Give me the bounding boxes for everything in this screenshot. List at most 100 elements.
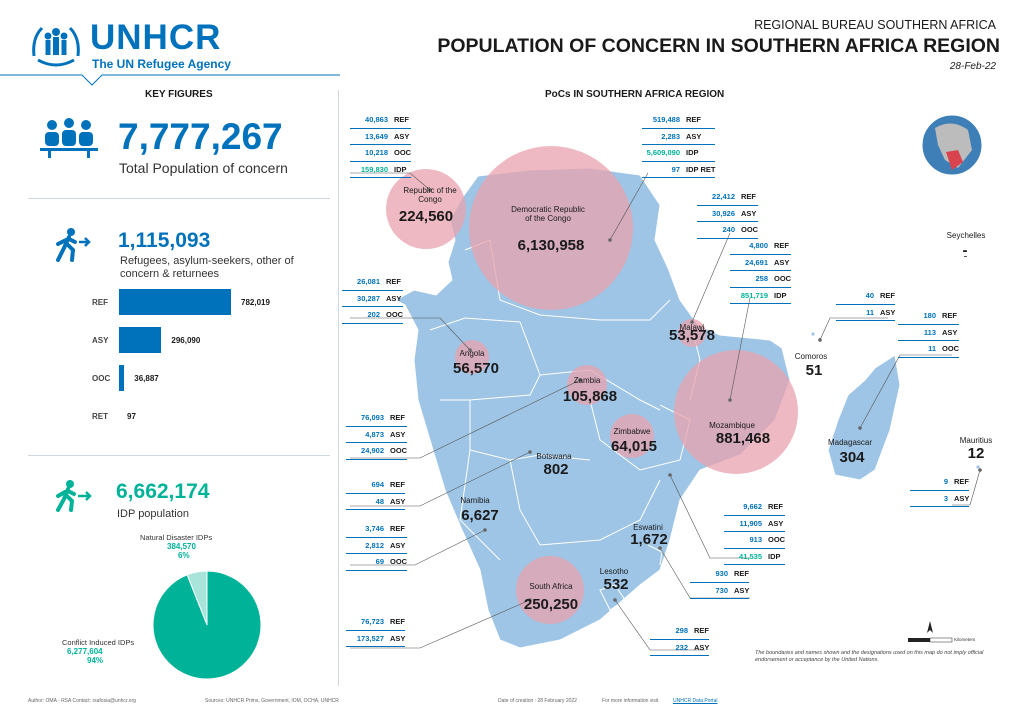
stat-row: 30,287 ASY bbox=[342, 291, 404, 307]
stat-value: 41,535 bbox=[739, 551, 762, 561]
stat-category: ASY bbox=[734, 585, 750, 595]
country-name-label: Lesotho bbox=[599, 567, 629, 576]
stat-row: 26,081 REF bbox=[342, 274, 404, 291]
bar-category-label: OOC bbox=[92, 374, 111, 383]
stat-category: ASY bbox=[686, 131, 702, 141]
pie-slice-conflict bbox=[152, 570, 262, 680]
pie-conflict-label: Conflict Induced IDPs bbox=[62, 638, 135, 647]
idp-running-person-icon bbox=[56, 480, 92, 512]
stat-value: 730 bbox=[715, 585, 728, 595]
total-poc-label: Total Population of concern bbox=[119, 160, 288, 176]
idp-value: 6,662,174 bbox=[116, 480, 210, 503]
stat-category: REF bbox=[390, 480, 405, 489]
stat-category: REF bbox=[741, 192, 756, 201]
bar-value-label: 97 bbox=[127, 412, 136, 421]
bar bbox=[119, 365, 125, 391]
bar bbox=[119, 327, 162, 353]
stat-value: 26,081 bbox=[357, 277, 380, 286]
stat-category: ASY bbox=[741, 208, 757, 218]
stat-block-madagascar: 180 REF 113 ASY 11 OOC bbox=[898, 308, 960, 358]
pie-natural-pct: 6% bbox=[178, 551, 190, 560]
stat-row: 76,093 REF bbox=[346, 410, 408, 427]
stat-row: 180 REF bbox=[898, 308, 960, 325]
footer-data-portal-link[interactable]: UNHCR Data Portal bbox=[673, 698, 718, 704]
mainland-landmass bbox=[394, 167, 791, 649]
stat-row: 159,830 IDP bbox=[350, 162, 412, 178]
bar-category-label: RET bbox=[92, 412, 108, 421]
stat-value: 2,283 bbox=[661, 131, 680, 141]
poc-bubbles bbox=[386, 146, 798, 624]
stat-row: 97 IDP RET bbox=[642, 162, 716, 178]
stat-block-mauritius: 9 REF 3 ASY bbox=[910, 474, 970, 507]
stat-row: 5,609,090 IDP bbox=[642, 145, 716, 162]
map-heading: PoCs IN SOUTHERN AFRICA REGION bbox=[545, 89, 725, 100]
stat-row: 13,649 ASY bbox=[350, 129, 412, 145]
madagascar-landmass bbox=[827, 354, 901, 481]
country-name-label: Comoros bbox=[794, 352, 828, 361]
stat-category: ASY bbox=[390, 540, 406, 550]
stat-category: ASY bbox=[954, 493, 970, 503]
stat-row: 113 ASY bbox=[898, 325, 960, 341]
stat-value: 3,746 bbox=[365, 524, 384, 533]
stat-value: 173,527 bbox=[356, 633, 384, 643]
stat-value: 694 bbox=[371, 480, 384, 489]
stat-value: 930 bbox=[715, 569, 728, 578]
country-poc-value: 6,627 bbox=[461, 507, 499, 524]
country-name-label: Malawi bbox=[679, 323, 705, 332]
stat-block-mozambique: 4,800 REF 24,691 ASY 258 OOC 851,719 IDP bbox=[730, 238, 792, 304]
report-date: 28-Feb-22 bbox=[949, 61, 996, 72]
stat-value: 97 bbox=[671, 164, 680, 174]
unhcr-emblem-icon bbox=[32, 26, 80, 67]
stat-value: 298 bbox=[675, 626, 688, 635]
header-pointer bbox=[0, 74, 340, 86]
stat-category: REF bbox=[880, 291, 895, 300]
country-poc-value: 304 bbox=[839, 449, 865, 466]
pie-natural-label: Natural Disaster IDPs bbox=[140, 533, 213, 542]
stat-category: REF bbox=[942, 311, 957, 320]
stat-row: 40,863 REF bbox=[350, 112, 412, 129]
stat-row: 41,535 IDP bbox=[724, 549, 786, 565]
country-poc-value: - bbox=[962, 242, 968, 259]
stat-row: 730 ASY bbox=[690, 583, 750, 599]
stat-row: 24,902 OOC bbox=[346, 443, 408, 460]
stat-row: 4,873 ASY bbox=[346, 427, 408, 443]
stat-block-eswatini: 930 REF 730 ASY bbox=[690, 566, 750, 599]
stat-row: 11,905 ASY bbox=[724, 516, 786, 532]
stat-row: 2,283 ASY bbox=[642, 129, 716, 145]
stat-row: 4,800 REF bbox=[730, 238, 792, 255]
stat-block-botswana: 694 REF 48 ASY bbox=[346, 477, 406, 510]
stat-value: 40 bbox=[865, 291, 874, 300]
footer-more-info: For more information visit bbox=[602, 698, 659, 704]
panel-divider bbox=[338, 90, 339, 686]
stat-category: ASY bbox=[394, 131, 410, 141]
stat-value: 913 bbox=[749, 535, 762, 544]
org-tagline: The UN Refugee Agency bbox=[92, 57, 231, 71]
globe-inset-icon bbox=[921, 114, 983, 176]
stat-category: ASY bbox=[694, 642, 710, 652]
total-poc-value: 7,777,267 bbox=[118, 116, 283, 157]
pie-conflict-value: 6,277,604 bbox=[67, 647, 103, 656]
stat-block-zimbabwe: 9,662 REF 11,905 ASY 913 OOC 41,535 IDP bbox=[724, 499, 786, 565]
stat-category: OOC bbox=[741, 225, 759, 234]
stat-row: 48 ASY bbox=[346, 494, 406, 510]
stat-row: 11 OOC bbox=[898, 341, 960, 358]
country-name-label: Angola bbox=[459, 349, 485, 358]
country-name-label: Botswana bbox=[536, 452, 572, 461]
stat-row: 76,723 REF bbox=[346, 614, 406, 631]
map-disclaimer: The boundaries and names shown and the d… bbox=[755, 650, 984, 663]
stat-value: 30,926 bbox=[712, 208, 735, 218]
bar-value-label: 36,887 bbox=[134, 374, 159, 383]
stat-value: 3 bbox=[943, 493, 948, 503]
people-group-icon bbox=[40, 118, 98, 158]
stat-category: OOC bbox=[942, 344, 960, 353]
bar-category-label: REF bbox=[92, 298, 108, 307]
stat-category: REF bbox=[954, 477, 969, 486]
stat-category: IDP bbox=[394, 164, 407, 174]
stat-row: 298 REF bbox=[650, 623, 710, 640]
footer-author: Author: OMA - RSA Contact: rsafosia@unhc… bbox=[28, 698, 136, 704]
country-name-label: South Africa bbox=[529, 582, 573, 591]
pie-natural-value: 384,570 bbox=[167, 542, 196, 551]
stat-value: 9 bbox=[943, 477, 948, 486]
divider bbox=[28, 455, 330, 456]
stat-value: 24,691 bbox=[745, 257, 768, 267]
